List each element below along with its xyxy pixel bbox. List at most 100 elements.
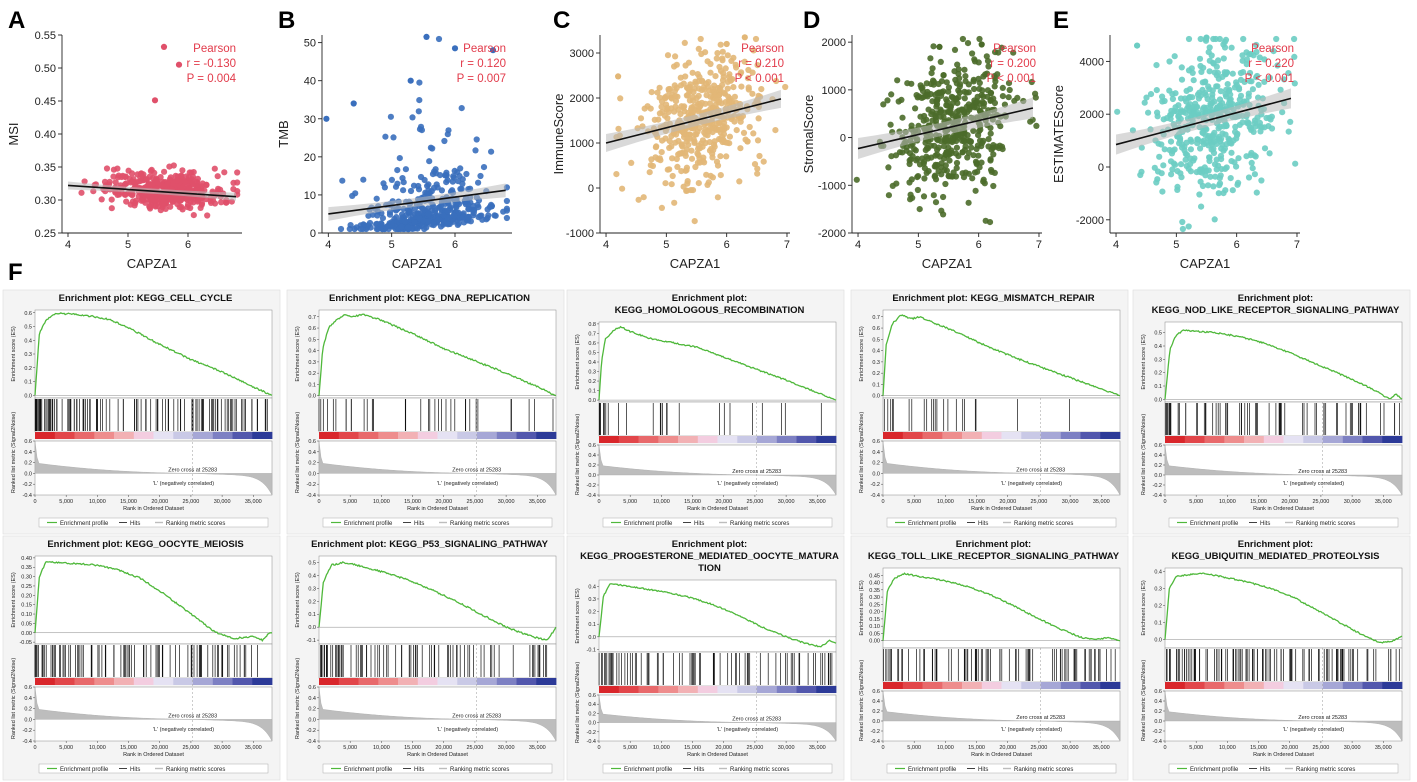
hits-area — [882, 397, 1121, 433]
ranking-color-band — [153, 432, 174, 439]
scatter-point — [1183, 162, 1190, 170]
scatter-point — [1240, 35, 1247, 43]
scatter-point — [953, 159, 961, 167]
scatter-point — [459, 180, 466, 187]
scatter-point — [1270, 48, 1277, 55]
es-y-tick-label: 0.4 — [588, 360, 596, 366]
scatter-point — [980, 73, 987, 80]
regression-line — [1115, 97, 1292, 146]
scatter-point — [907, 156, 915, 163]
pearson-annotation: Pearson — [193, 43, 236, 55]
scatter-point — [682, 73, 689, 80]
legend-metric-label: Ranking metric scores — [1014, 521, 1073, 527]
scatter-point — [1214, 104, 1221, 111]
metric-y-tick-label: 0.4 — [24, 450, 32, 456]
y-tick-label: 1000 — [822, 85, 846, 97]
y-tick-label: 10 — [304, 190, 316, 202]
scatter-point — [716, 135, 723, 143]
scatter-point — [641, 105, 648, 112]
es-y-axis-label: Enrichment score (ES) — [295, 326, 301, 381]
scatter-point — [1156, 153, 1163, 160]
scatter-point — [693, 131, 700, 138]
scatter-point — [663, 93, 670, 100]
scatter-point — [1257, 128, 1264, 135]
scatter-point — [379, 215, 386, 222]
scatter-point — [914, 155, 921, 162]
scatter-point — [450, 218, 457, 225]
negative-correlation-label: 'L' (negatively correlated) — [1283, 727, 1344, 733]
x-axis-label: Rank in Ordered Dataset — [971, 752, 1032, 758]
scatter-point — [976, 79, 983, 87]
scatter-point — [957, 81, 964, 88]
scatter-point — [680, 183, 687, 190]
gsea-panel: Enrichment plot:KEGG_TOLL_LIKE_RECEPTOR_… — [850, 535, 1129, 781]
y-tick-label: 0.25 — [35, 228, 56, 240]
legend-profile-label: Enrichment profile — [60, 521, 109, 527]
metric-y-axis-label: Ranked list metric (Signal2Noise) — [295, 658, 301, 739]
ranking-color-band — [717, 686, 738, 693]
scatter-panel-c: C -1000 0 1000 2000 3000 4 5 6 7 CAPZA1 ImmuneScore… — [551, 7, 790, 271]
scatter-point — [915, 173, 922, 180]
metric-y-tick-label: 0.6 — [308, 685, 316, 691]
x-tick-label: 35,000 — [809, 499, 826, 505]
ranking-color-band — [678, 686, 699, 693]
scatter-point — [741, 58, 748, 65]
ranking-color-band — [232, 678, 253, 685]
ranking-color-band — [1165, 682, 1186, 689]
enrichment-profile-line — [1164, 329, 1403, 400]
scatter-point — [728, 57, 735, 64]
scatter-point — [1215, 75, 1222, 82]
es-y-tick-label: 0.00 — [21, 631, 32, 637]
scatter-point — [924, 155, 932, 162]
x-tick-label: 10,000 — [373, 499, 390, 505]
x-tick-label: 5 — [125, 239, 131, 251]
x-tick-label: 30,000 — [214, 745, 231, 751]
gsea-title: Enrichment plot: KEGG_P53_SIGNALING_PATH… — [311, 539, 549, 550]
scatter-point — [963, 103, 970, 110]
scatter-point — [904, 80, 911, 87]
scatter-point — [927, 55, 934, 62]
scatter-point — [640, 194, 647, 201]
scatter-point — [1222, 165, 1229, 172]
scatter-point — [703, 171, 710, 178]
x-tick-label: 0 — [597, 499, 600, 505]
scatter-point — [1185, 67, 1193, 74]
scatter-point — [666, 166, 673, 173]
scatter-point — [1213, 63, 1220, 70]
x-tick-label: 6 — [1234, 239, 1240, 251]
negative-correlation-label: 'L' (negatively correlated) — [1283, 481, 1344, 487]
scatter-point — [880, 101, 887, 108]
scatter-point — [1216, 35, 1223, 43]
scatter-point — [949, 112, 956, 119]
scatter-point — [1250, 52, 1257, 59]
scatter-point — [394, 167, 401, 174]
scatter-point — [635, 196, 642, 203]
scatter-point — [899, 114, 906, 121]
scatter-point — [149, 196, 156, 203]
metric-y-tick-label: 0.0 — [588, 473, 596, 479]
scatter-point — [176, 204, 183, 211]
legend-box — [602, 763, 833, 774]
scatter-point — [1223, 121, 1230, 128]
scatter-point — [964, 154, 971, 161]
enrichment-profile-line — [882, 314, 1121, 397]
scatter-point — [1194, 103, 1201, 110]
scatter-point — [1134, 42, 1141, 49]
scatter-point — [756, 152, 763, 160]
ranking-color-band — [883, 682, 904, 689]
scatter-point — [440, 212, 447, 219]
scatter-point — [709, 154, 716, 161]
ranking-color-band — [796, 686, 817, 693]
scatter-panel-d: D -2000 -1000 0 1000 2000 4 5 6 7 CAPZA1 StromalSco… — [801, 7, 1042, 271]
scatter-point — [159, 201, 166, 208]
gsea-panels-grid: Enrichment plot: KEGG_CELL_CYCLE 0.0 0.1 0.… — [2, 289, 1411, 781]
ranking-color-band — [962, 682, 983, 689]
scatter-point — [190, 212, 197, 219]
scatter-point — [671, 108, 678, 115]
scatter-point — [1167, 115, 1174, 122]
scatter-point — [664, 115, 671, 122]
scatter-point — [935, 144, 942, 151]
scatter-point — [962, 169, 969, 176]
scatter-point — [1239, 119, 1246, 126]
scatter-point — [906, 179, 913, 186]
